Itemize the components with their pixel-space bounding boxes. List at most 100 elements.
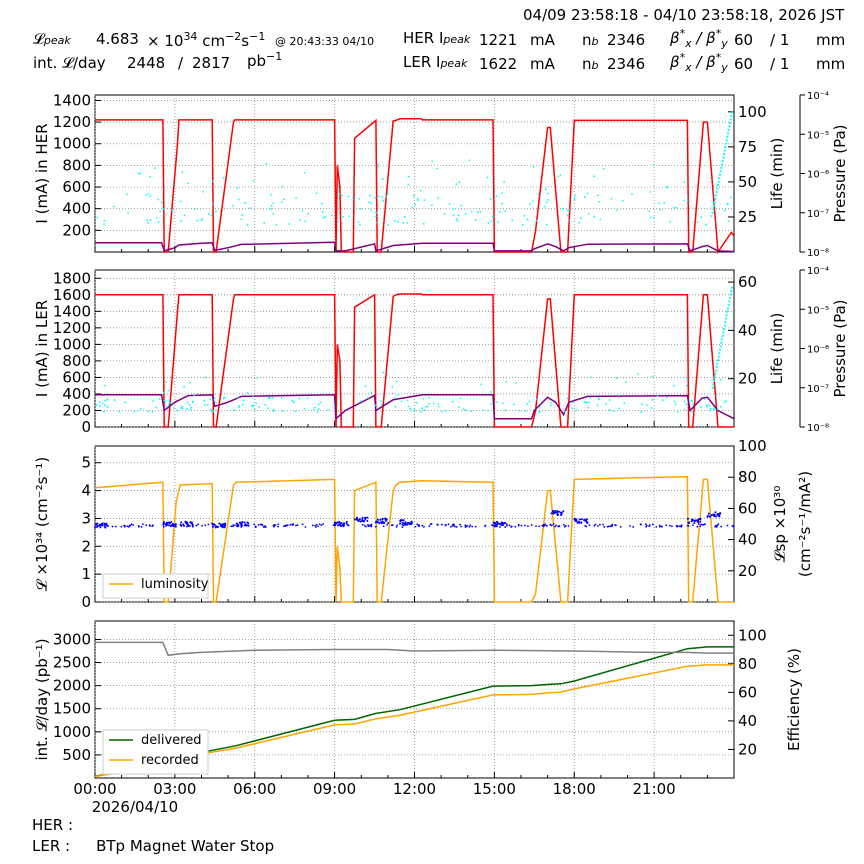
scatter-point bbox=[549, 404, 552, 407]
scatter-point bbox=[673, 400, 676, 403]
scatter-point bbox=[552, 523, 555, 525]
scatter-point bbox=[292, 401, 295, 404]
scatter-point bbox=[129, 524, 132, 527]
legend-box bbox=[102, 729, 209, 775]
scatter-point bbox=[416, 199, 419, 202]
pressure-tick-label: 10⁻⁸ bbox=[807, 248, 829, 259]
scatter-point bbox=[303, 407, 306, 410]
scatter-point bbox=[686, 378, 689, 381]
scatter-point bbox=[489, 403, 492, 405]
scatter-point bbox=[666, 186, 669, 189]
scatter-point bbox=[207, 523, 210, 526]
scatter-point bbox=[496, 221, 499, 223]
y-tick-label: 2500 bbox=[53, 654, 91, 672]
scatter-point bbox=[527, 525, 529, 528]
scatter-point bbox=[96, 216, 99, 219]
scatter-point bbox=[281, 410, 284, 413]
pressure-tick-label: 10⁻⁴ bbox=[807, 266, 829, 277]
scatter-point bbox=[204, 403, 206, 406]
scatter-point bbox=[668, 524, 671, 527]
scatter-point bbox=[603, 526, 606, 528]
scatter-point bbox=[683, 181, 686, 184]
nb-her-value: 2346 bbox=[607, 31, 646, 49]
scatter-point bbox=[347, 195, 350, 198]
scatter-point bbox=[409, 407, 411, 410]
scatter-point bbox=[673, 206, 675, 209]
scatter-point bbox=[212, 410, 215, 413]
x-tick-label: 12:00 bbox=[393, 780, 436, 798]
scatter-point bbox=[462, 408, 465, 411]
pressure-tick-label: 10⁻⁷ bbox=[807, 384, 829, 395]
scatter-point bbox=[103, 410, 105, 413]
series-lifetime bbox=[95, 394, 735, 421]
pressure-tick-label: 10⁻⁶ bbox=[807, 170, 829, 181]
scatter-point bbox=[172, 523, 174, 526]
scatter-point bbox=[272, 524, 275, 527]
scatter-point bbox=[317, 525, 319, 528]
scatter-point bbox=[132, 524, 134, 526]
scatter-point bbox=[192, 525, 194, 528]
scatter-point bbox=[190, 406, 193, 409]
scatter-point bbox=[179, 200, 182, 203]
scatter-point bbox=[545, 188, 547, 191]
scatter-point bbox=[718, 177, 721, 180]
scatter-point bbox=[99, 526, 102, 529]
scatter-point bbox=[663, 202, 666, 205]
scatter-point bbox=[576, 521, 579, 524]
scatter-point bbox=[416, 198, 419, 200]
scatter-point bbox=[298, 397, 301, 400]
scatter-point bbox=[571, 407, 574, 410]
series-efficiency bbox=[95, 641, 734, 657]
scatter-point bbox=[532, 165, 535, 168]
x-tick-label: 09:00 bbox=[313, 780, 356, 798]
scatter-point bbox=[126, 193, 128, 196]
scatter-point bbox=[193, 394, 196, 397]
scatter-point bbox=[272, 212, 275, 215]
y-tick-label: 1500 bbox=[53, 700, 91, 718]
scatter-point bbox=[568, 219, 571, 222]
scatter-point bbox=[220, 525, 223, 528]
scatter-point bbox=[437, 405, 440, 408]
scatter-point bbox=[690, 400, 693, 403]
scatter-point bbox=[359, 223, 361, 226]
scatter-point bbox=[162, 525, 165, 528]
scatter-point bbox=[395, 380, 398, 383]
scatter-point bbox=[593, 524, 596, 527]
scatter-point bbox=[382, 525, 385, 528]
scatter-point bbox=[721, 334, 724, 338]
scatter-point bbox=[406, 399, 409, 402]
scatter-point bbox=[469, 524, 472, 527]
scatter-point bbox=[403, 215, 406, 218]
y-tick-label: 0 bbox=[81, 593, 91, 611]
y2-axis-label: Efficiency (%) bbox=[785, 648, 803, 751]
scatter-point bbox=[465, 525, 468, 528]
scatter-point bbox=[502, 402, 504, 405]
scatter-point bbox=[699, 518, 702, 521]
scatter-point bbox=[436, 167, 439, 170]
scatter-point bbox=[387, 192, 389, 195]
scatter-point bbox=[526, 403, 529, 405]
scatter-point bbox=[111, 525, 114, 528]
scatter-point bbox=[369, 524, 371, 527]
scatter-point bbox=[127, 212, 129, 214]
scatter-point bbox=[240, 218, 243, 221]
scatter-point bbox=[256, 377, 259, 379]
scatter-point bbox=[103, 219, 106, 222]
scatter-point bbox=[259, 523, 262, 526]
scatter-point bbox=[669, 220, 672, 223]
y-axis-label: I (mA) in LER bbox=[33, 300, 51, 397]
scatter-point bbox=[673, 384, 676, 387]
scatter-point bbox=[383, 517, 386, 520]
scatter-point bbox=[103, 384, 106, 387]
scatter-point bbox=[195, 524, 198, 527]
scatter-point bbox=[587, 406, 590, 409]
scatter-point bbox=[557, 513, 560, 516]
scatter-point bbox=[547, 192, 549, 195]
scatter-point bbox=[573, 198, 576, 201]
scatter-point bbox=[732, 524, 735, 527]
scatter-point bbox=[709, 407, 712, 410]
scatter-point bbox=[650, 407, 653, 409]
scatter-point bbox=[395, 525, 398, 528]
scatter-point bbox=[686, 517, 689, 520]
scatter-point bbox=[549, 401, 552, 404]
